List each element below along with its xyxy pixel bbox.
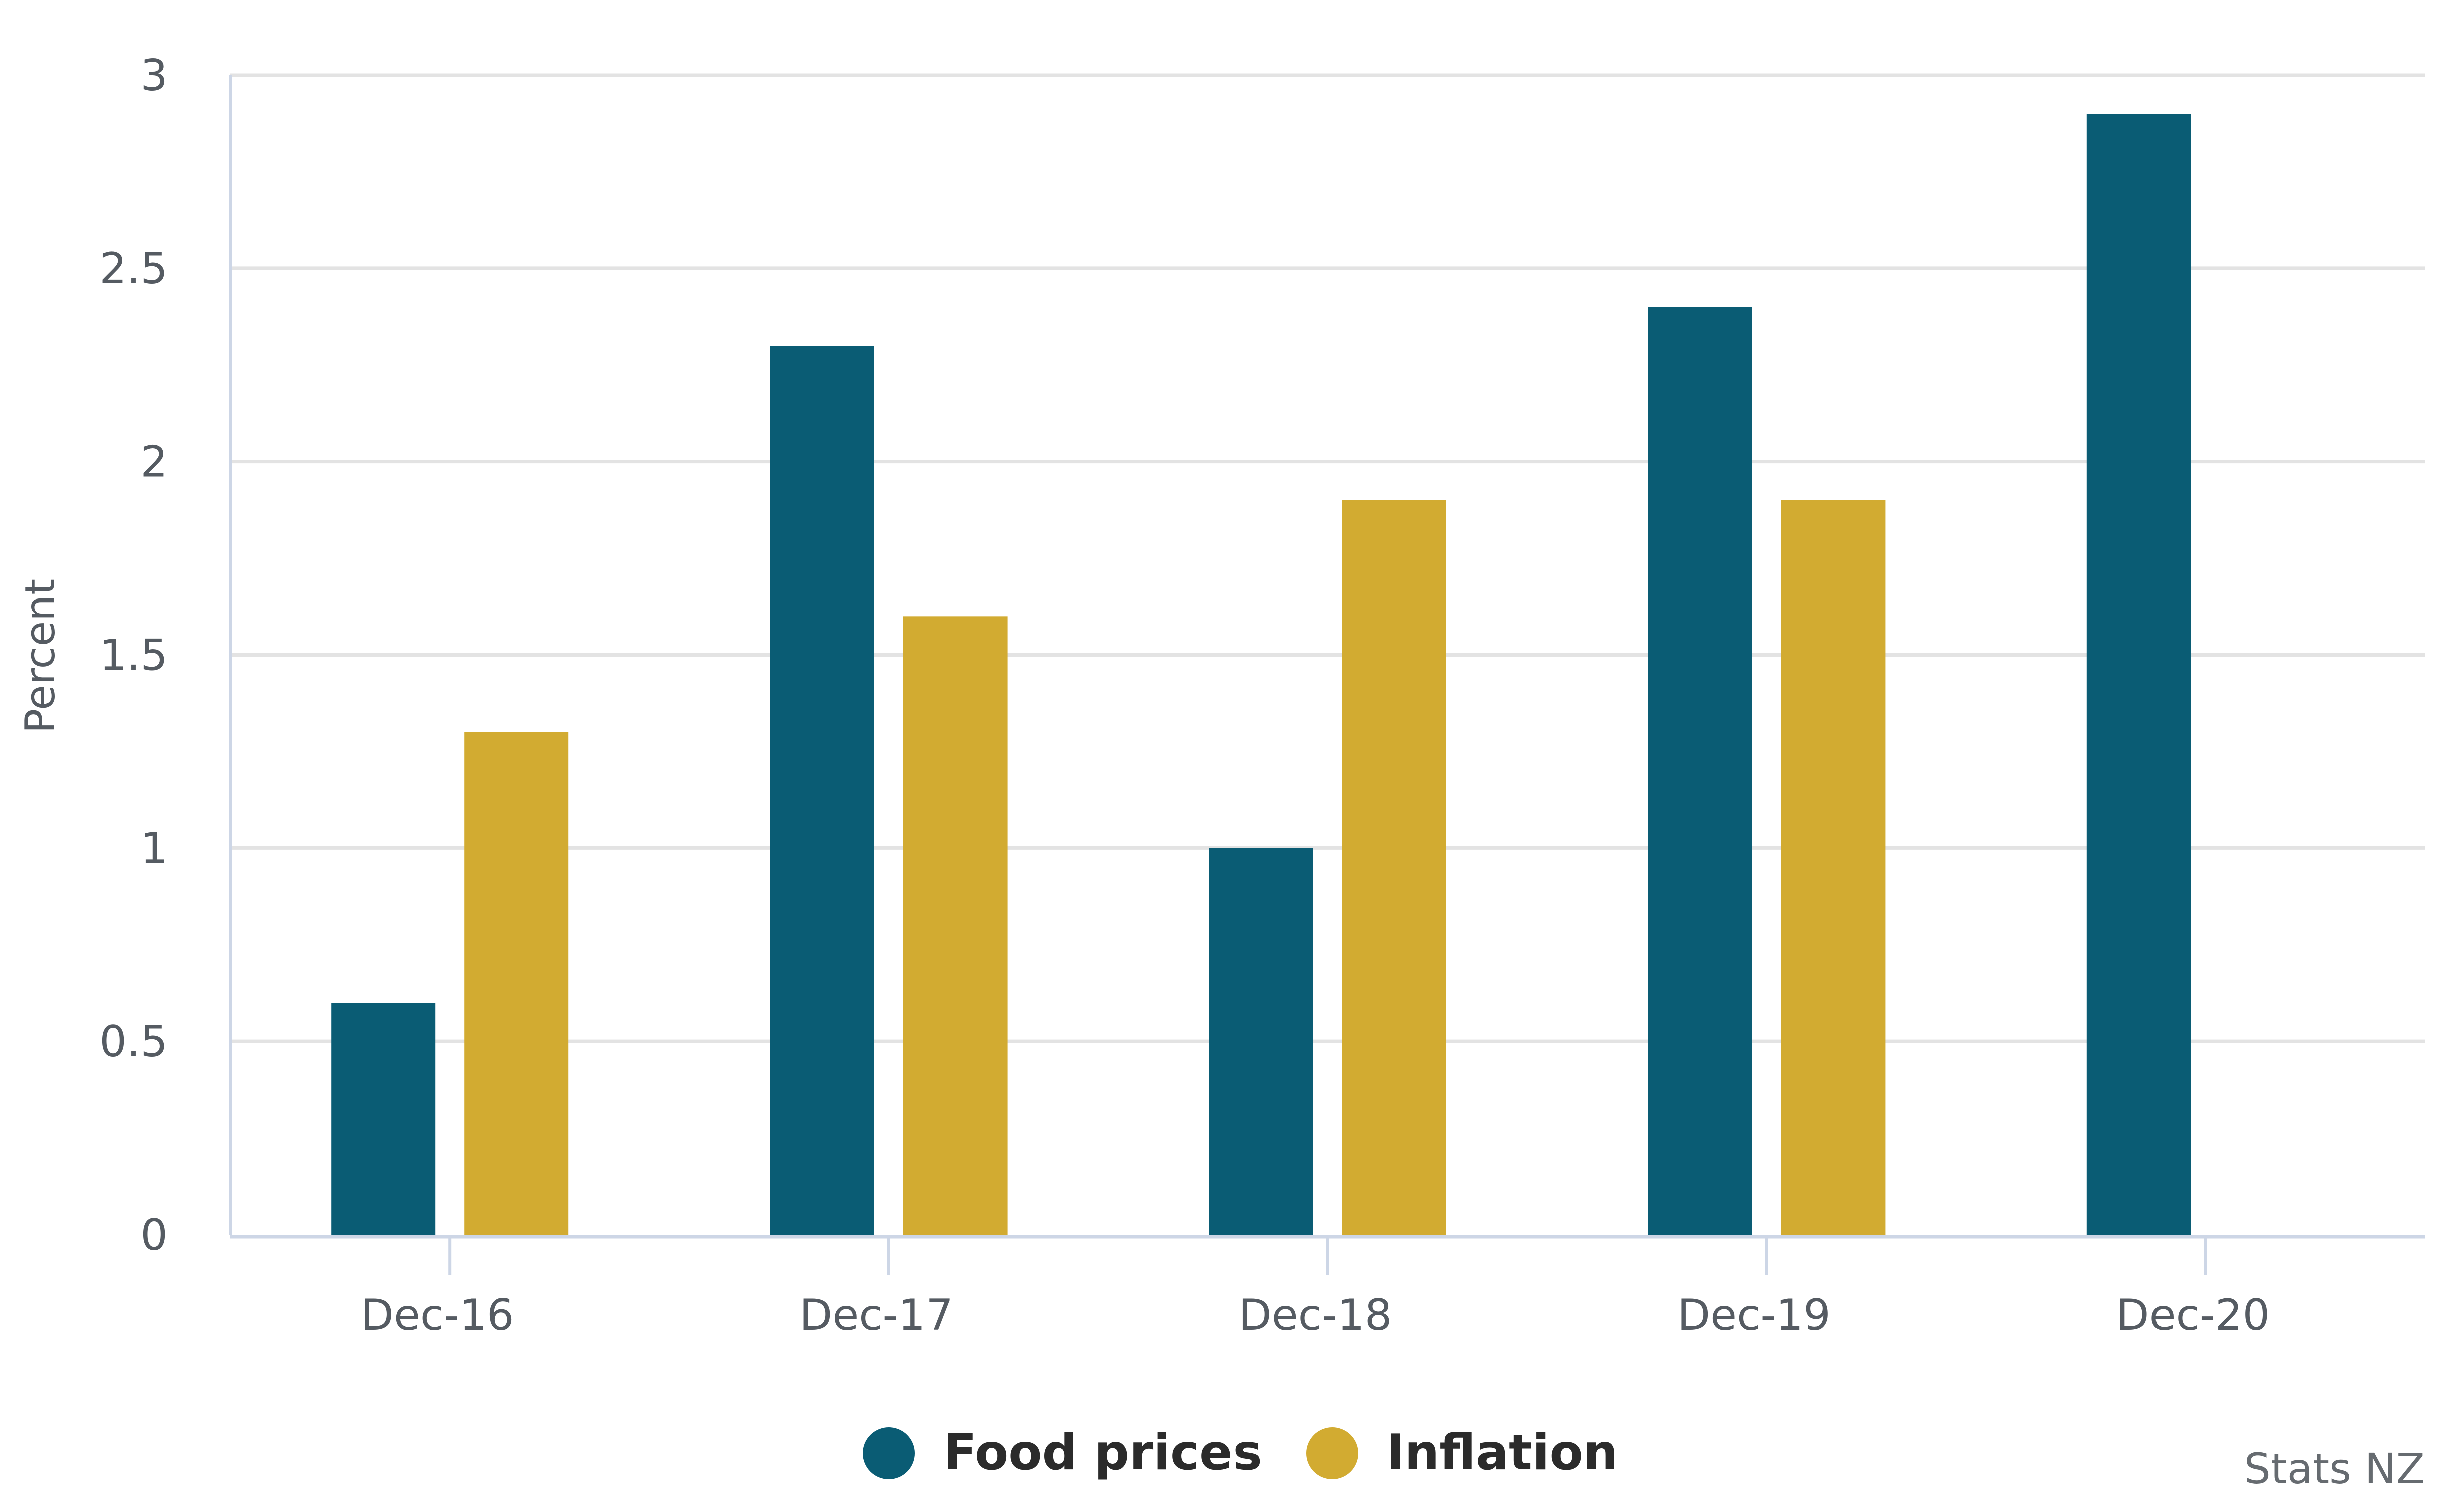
- x-tick-label: Dec-19: [1677, 1290, 1831, 1340]
- x-tick-label: Dec-16: [361, 1290, 514, 1340]
- bar-food-prices-dec-19: [1648, 307, 1752, 1235]
- x-tick-label: Dec-17: [799, 1290, 953, 1340]
- bar-inflation-dec-19: [1781, 500, 1886, 1235]
- y-axis-label: Percent: [17, 579, 64, 734]
- legend-swatch: [863, 1427, 915, 1479]
- y-tick-labels: 0 0.5 1 1.5 2 2.5 3: [99, 51, 168, 1260]
- bar-food-prices-dec-17: [770, 346, 874, 1235]
- y-tick-label: 2.5: [99, 244, 168, 294]
- legend: Food prices Inflation: [863, 1424, 1618, 1481]
- y-tick-label: 1: [140, 823, 168, 873]
- x-tick-label: Dec-20: [2116, 1290, 2270, 1340]
- y-tick-label: 3: [140, 51, 168, 101]
- axes: [229, 75, 2425, 1275]
- y-tick-label: 2: [140, 437, 168, 487]
- bar-inflation-dec-17: [903, 616, 1008, 1235]
- y-tick-label: 0.5: [99, 1017, 168, 1067]
- gridlines: [230, 73, 2425, 1043]
- bar-inflation-dec-16: [464, 732, 569, 1235]
- y-tick-label: 0: [140, 1210, 168, 1260]
- bar-food-prices-dec-16: [331, 1003, 436, 1235]
- source-credit: Stats NZ: [2244, 1444, 2425, 1493]
- legend-item-inflation[interactable]: Inflation: [1306, 1424, 1618, 1481]
- y-tick-label: 1.5: [99, 631, 168, 681]
- legend-item-food-prices[interactable]: Food prices: [863, 1424, 1262, 1481]
- bar-food-prices-dec-20: [2086, 114, 2191, 1235]
- legend-swatch: [1306, 1427, 1358, 1479]
- bars: [331, 114, 2191, 1235]
- x-tick-label: Dec-18: [1239, 1290, 1392, 1340]
- bar-inflation-dec-18: [1342, 500, 1446, 1235]
- bar-food-prices-dec-18: [1209, 848, 1313, 1235]
- x-tick-labels: Dec-16 Dec-17 Dec-18 Dec-19 Dec-20: [361, 1290, 2270, 1340]
- legend-label: Inflation: [1386, 1424, 1618, 1481]
- legend-label: Food prices: [943, 1424, 1262, 1481]
